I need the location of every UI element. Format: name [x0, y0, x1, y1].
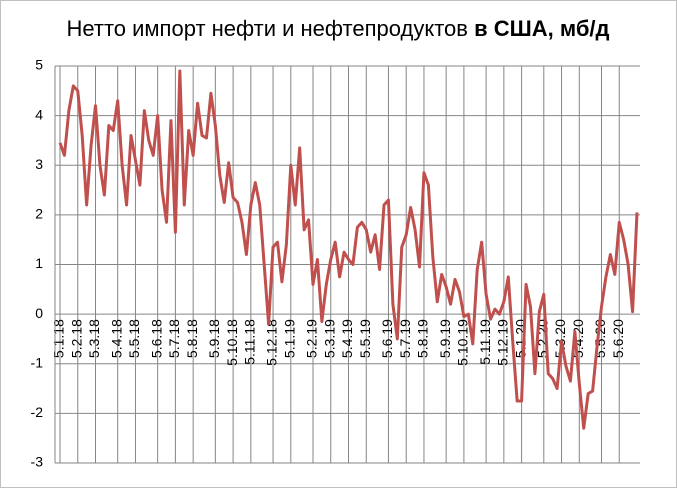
x-tick-label: 5.3.19 [321, 319, 337, 358]
x-tick-label: 5.3.18 [86, 319, 102, 358]
y-tick-label: -2 [31, 404, 44, 420]
x-tick-label: 5.2.18 [68, 319, 84, 358]
x-tick-label: 5.12.19 [495, 319, 511, 366]
title-part: Нетто импорт нефти и нефтепродуктов [67, 16, 468, 41]
x-tick-label: 5.4.18 [108, 319, 124, 358]
x-tick-label: 5.1.19 [282, 319, 298, 358]
x-tick-label: 5.10.18 [224, 319, 240, 366]
x-tick-label: 5.11.18 [242, 319, 258, 365]
x-tick-label: 5.1.18 [51, 319, 67, 358]
x-tick-label: 5.8.19 [415, 319, 431, 358]
x-tick-label: 5.7.19 [397, 319, 413, 358]
x-tick-label: 5.8.18 [184, 319, 200, 358]
y-tick-label: 1 [35, 255, 43, 271]
x-tick-label: 5.12.18 [264, 319, 280, 366]
y-tick-label: -1 [31, 354, 44, 370]
y-tick-label: 5 [35, 57, 43, 73]
x-tick-label: 5.9.19 [437, 319, 453, 358]
data-line [58, 69, 639, 430]
y-tick-label: 4 [35, 106, 43, 122]
x-tick-label: 5.9.18 [206, 319, 222, 358]
chart-title: Нетто импорт нефти и нефтепродуктов в СШ… [67, 16, 610, 41]
x-tick-label: 5.11.19 [477, 319, 493, 365]
y-tick-label: 0 [35, 305, 43, 321]
x-tick-label: 5.2.19 [304, 319, 320, 358]
x-tick-label: 5.6.19 [379, 319, 395, 358]
x-tick-label: 5.5.18 [126, 319, 142, 358]
y-tick-label: 3 [35, 156, 43, 172]
x-tick-label: 5.4.19 [339, 319, 355, 358]
x-tick-label: 5.10.19 [455, 319, 471, 366]
x-tick-label: 5.5.19 [357, 319, 373, 358]
y-tick-label: -3 [31, 454, 44, 470]
y-tick-label: 2 [35, 206, 43, 222]
x-tick-label: 5.6.20 [610, 319, 626, 358]
x-tick-label: 5.6.18 [148, 319, 164, 358]
title-part: в США, мб/д [474, 16, 609, 41]
x-tick-label: 5.7.18 [166, 319, 182, 358]
